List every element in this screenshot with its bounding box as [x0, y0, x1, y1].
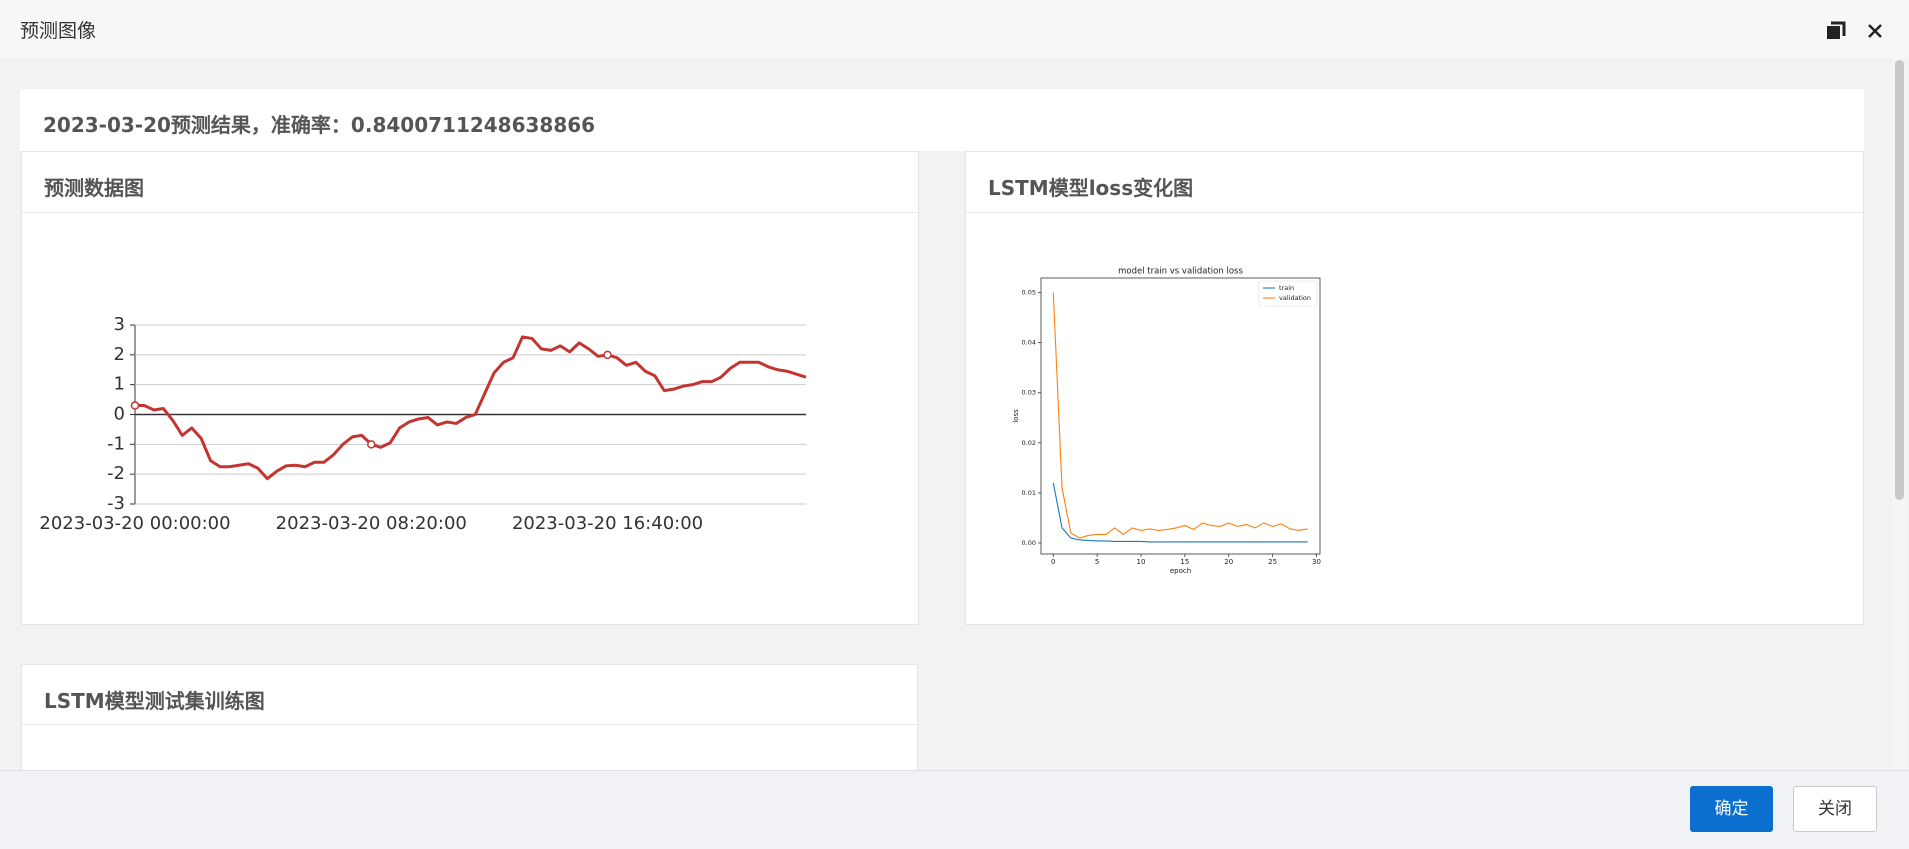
y-tick-label: -3	[107, 493, 125, 514]
card-title: LSTM模型测试集训练图	[44, 689, 265, 713]
x-tick-label: 30	[1312, 558, 1321, 566]
y-tick-label: 0.05	[1022, 289, 1036, 297]
close-icon[interactable]	[1866, 22, 1884, 40]
scroll-thumb[interactable]	[1895, 60, 1904, 500]
x-tick-label: 10	[1137, 558, 1146, 566]
divider	[22, 212, 918, 213]
y-tick-label: 0	[114, 404, 125, 425]
x-tick-label: 20	[1224, 558, 1233, 566]
result-title: 2023-03-20预测结果，准确率：0.8400711248638866	[43, 113, 596, 137]
ok-button[interactable]: 确定	[1690, 786, 1773, 832]
y-tick-label: 0.01	[1022, 489, 1036, 497]
scrollbar[interactable]	[1892, 58, 1906, 770]
window-title: 预测图像	[20, 20, 97, 42]
chart-title: model train vs validation loss	[1118, 267, 1243, 277]
title-bar: 预测图像	[0, 0, 1909, 58]
data-point	[367, 440, 376, 449]
legend-label: train	[1279, 284, 1294, 292]
y-tick-label: -2	[107, 463, 125, 484]
plot-frame	[1040, 277, 1321, 555]
close-button[interactable]: 关闭	[1793, 786, 1877, 832]
x-tick-label: 25	[1268, 558, 1277, 566]
y-tick-label: 0.03	[1022, 389, 1036, 397]
y-tick-label: 1	[114, 374, 125, 395]
x-tick-label: 15	[1180, 558, 1189, 566]
data-line	[1052, 292, 1308, 539]
y-tick-label: 0.04	[1022, 339, 1036, 347]
card: LSTM模型测试集训练图	[21, 664, 918, 784]
data-line	[1052, 482, 1308, 543]
card-title: 预测数据图	[44, 176, 144, 200]
footer: 确定 关闭	[0, 770, 1909, 849]
data-point	[130, 401, 140, 410]
y-tick-label: -1	[107, 433, 125, 454]
data-point	[603, 350, 612, 360]
x-tick-label: 2023-03-20 08:20:00	[276, 513, 467, 534]
divider	[22, 724, 917, 725]
result-bar: 2023-03-20预测结果，准确率：0.8400711248638866	[20, 89, 1864, 151]
x-tick-label: 2023-03-20 16:40:00	[512, 513, 703, 534]
charts: -3 -2 -1 0 1 2 3 2023-03-20 00:00:00 2023-03-20 …	[39, 267, 1321, 576]
card: 预测数据图	[21, 151, 919, 625]
x-tick-label: 2023-03-20 00:00:00	[39, 513, 230, 534]
card-title: LSTM模型loss变化图	[988, 176, 1194, 200]
legend-label: validation	[1279, 294, 1311, 302]
y-tick-label: 3	[114, 314, 125, 335]
x-axis-label: epoch	[1170, 567, 1191, 575]
data-line	[135, 335, 807, 481]
y-tick-label: 2	[114, 344, 125, 365]
y-tick-label: 0.00	[1022, 539, 1036, 547]
maximize-icon[interactable]	[1825, 20, 1847, 42]
y-axis-label: loss	[1012, 409, 1020, 423]
legend-box	[1258, 280, 1318, 307]
x-tick-label: 0	[1051, 558, 1055, 566]
divider	[966, 212, 1863, 213]
x-tick-label: 5	[1095, 558, 1099, 566]
y-tick-label: 0.02	[1022, 439, 1036, 447]
